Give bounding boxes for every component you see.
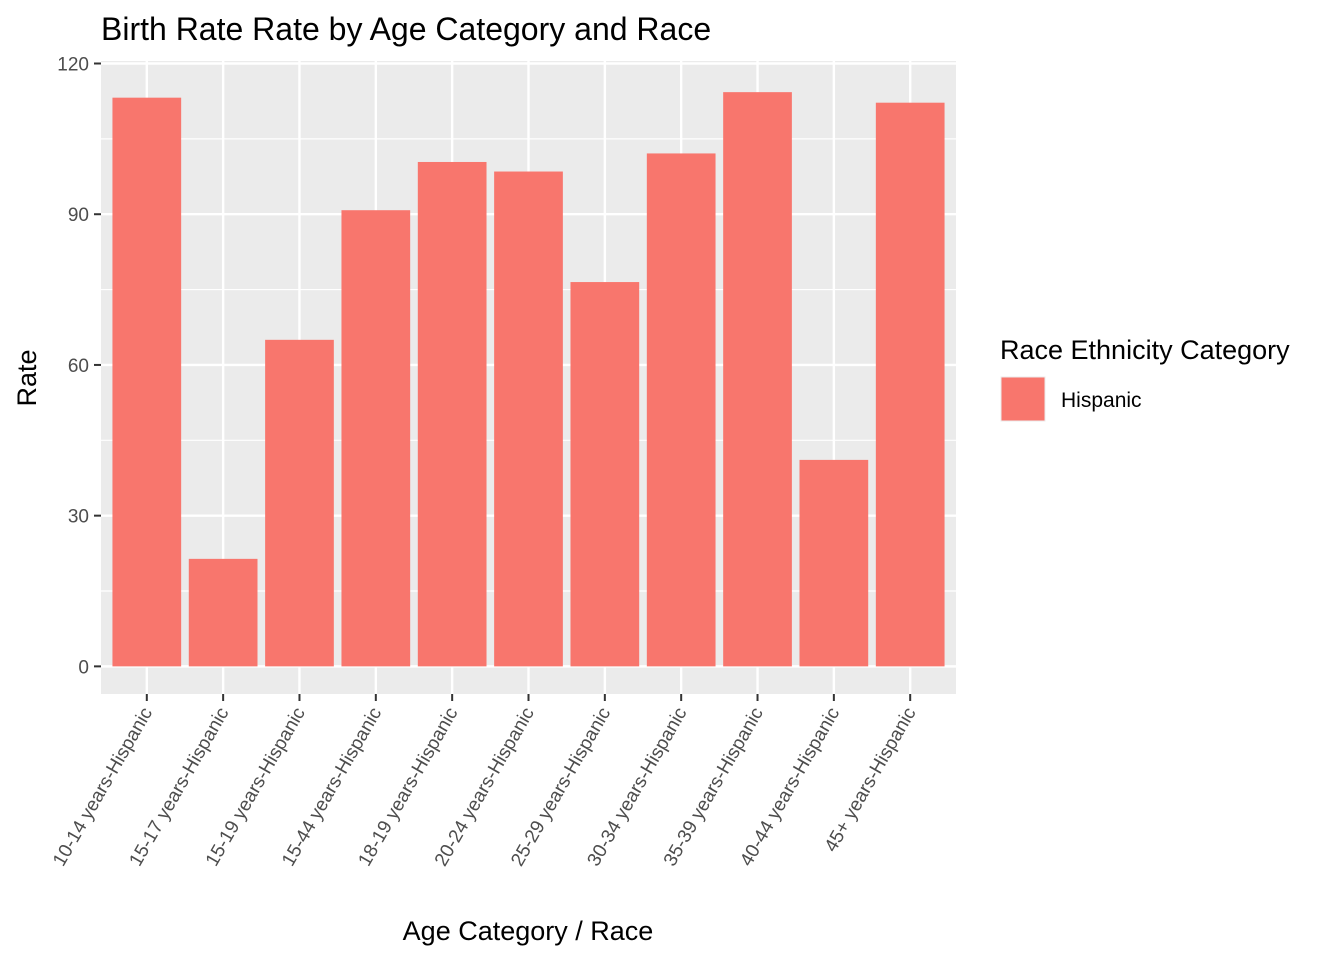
y-tick-label: 0 (78, 657, 89, 678)
bar (723, 92, 792, 667)
legend-label-hispanic: Hispanic (1061, 389, 1142, 412)
y-tick-label: 60 (68, 356, 89, 377)
bar (570, 282, 640, 667)
bar (494, 171, 563, 667)
legend-key-hispanic (1000, 376, 1046, 422)
y-axis-title: Rate (12, 349, 42, 406)
legend: Race Ethnicity Category Hispanic (1000, 335, 1290, 422)
bar (875, 102, 945, 667)
y-tick-label: 120 (57, 55, 89, 76)
bar (188, 558, 258, 667)
bar (341, 210, 411, 667)
legend-title: Race Ethnicity Category (1000, 335, 1290, 365)
bar (112, 97, 182, 667)
bar (646, 153, 716, 667)
y-tick-label: 30 (68, 507, 89, 528)
chart-title: Birth Rate Rate by Age Category and Race (101, 11, 711, 47)
y-axis: 0 30 60 90 120 (57, 55, 101, 678)
y-tick-label: 90 (68, 205, 89, 226)
x-axis-title: Age Category / Race (403, 916, 654, 946)
bar (417, 161, 487, 667)
bar (799, 459, 869, 667)
bars (112, 92, 945, 667)
bar (265, 339, 334, 667)
